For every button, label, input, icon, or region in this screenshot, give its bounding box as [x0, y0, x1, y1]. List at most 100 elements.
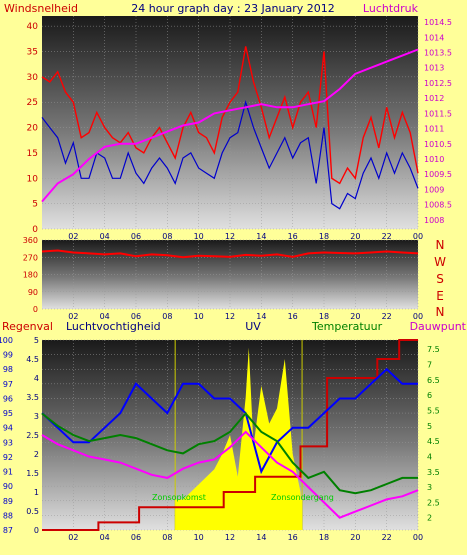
rainfall-line — [42, 339, 418, 531]
x-tick-label: 08 — [162, 232, 172, 241]
wind-direction-line — [41, 249, 419, 259]
sunset-label: Zonsondergang — [271, 493, 334, 502]
x-tick-label: 20 — [350, 312, 360, 321]
x-tick-label: 10 — [194, 312, 204, 321]
chart-title: 24 hour graph day : 23 January 2012 — [131, 2, 335, 15]
pressure-y-tick-label: 1014 — [424, 33, 444, 42]
x-tick-label: 18 — [319, 533, 329, 542]
pressure-y-tick-label: 1009 — [424, 185, 444, 194]
wind-y-tick-label: 20 — [27, 124, 39, 134]
humidity-y-tick-label: 88 — [3, 511, 13, 520]
rain-uv-y-tick-label: 1 — [34, 488, 39, 497]
pressure-y-tick-label: 1011.5 — [424, 109, 452, 118]
pressure-y-tick-label: 1012 — [424, 94, 444, 103]
x-tick-label: 06 — [131, 533, 141, 542]
sunrise-label: Zonsopkomst — [152, 493, 206, 502]
wind-y-tick-label: 0 — [32, 225, 38, 235]
pressure-y-tick-label: 1010 — [424, 155, 444, 164]
x-tick-label: 14 — [256, 312, 266, 321]
humidity-y-tick-label: 90 — [3, 482, 13, 491]
uv-daylight-block — [175, 499, 303, 530]
pressure-axis-title: Luchtdruk — [363, 2, 419, 15]
x-tick-label: 22 — [382, 533, 392, 542]
uv-index-area — [175, 347, 303, 530]
x-tick-label: 08 — [162, 312, 172, 321]
dewpoint-line — [41, 430, 419, 519]
direction-y-tick-label: 90 — [28, 288, 38, 297]
x-tick-label: 18 — [319, 232, 329, 241]
x-tick-label: 10 — [194, 533, 204, 542]
x-tick-label: 14 — [256, 232, 266, 241]
rain-uv-y-tick-label: 4.5 — [26, 355, 39, 364]
uv-axis-title: UV — [245, 320, 261, 333]
series-lines — [41, 46, 419, 531]
humidity-y-tick-label: 100 — [0, 336, 13, 345]
pressure-y-tick-label: 1010.5 — [424, 140, 452, 149]
direction-y-tick-label: 0 — [33, 305, 38, 314]
direction-letter-n-top: N — [436, 238, 445, 252]
humidity-y-tick-label: 91 — [3, 468, 13, 477]
pressure-y-tick-label: 1012.5 — [424, 79, 452, 88]
x-tick-label: 20 — [350, 533, 360, 542]
humidity-y-tick-label: 96 — [3, 394, 13, 403]
pressure-y-tick-label: 1011 — [424, 125, 444, 134]
rain-axis-title: Regenval — [2, 320, 53, 333]
x-tick-label: 08 — [162, 533, 172, 542]
pressure-y-tick-label: 1014.5 — [424, 18, 452, 27]
rain-uv-y-tick-label: 5 — [34, 336, 39, 345]
humidity-y-tick-label: 97 — [3, 380, 13, 389]
humidity-y-tick-label: 93 — [3, 438, 13, 447]
x-tick-label: 04 — [100, 312, 110, 321]
humidity-y-tick-label: 92 — [3, 453, 13, 462]
x-tick-label: 22 — [382, 312, 392, 321]
direction-letter-w: W — [434, 255, 446, 269]
rain-uv-y-tick-label: 2.5 — [26, 431, 39, 440]
wind-y-tick-label: 25 — [27, 98, 38, 108]
x-tick-label: 18 — [319, 312, 329, 321]
x-tick-label: 22 — [382, 232, 392, 241]
x-tick-label: 12 — [225, 232, 235, 241]
wind-y-tick-label: 10 — [27, 174, 39, 184]
humidity-y-tick-label: 99 — [3, 351, 13, 360]
pressure-y-tick-label: 1009.5 — [424, 170, 452, 179]
pressure-y-tick-label: 1013.5 — [424, 49, 452, 58]
x-tick-label: 16 — [288, 232, 298, 241]
temperature-y-tick-label: 5 — [427, 422, 432, 431]
temperature-y-tick-label: 5.5 — [427, 406, 440, 415]
wind-axis-title: Windsnelheid — [4, 2, 78, 15]
pressure-line — [41, 48, 419, 203]
temperature-y-tick-label: 2.5 — [427, 498, 440, 507]
temperature-y-tick-label: 4.5 — [427, 437, 440, 446]
wind-y-tick-label: 35 — [27, 48, 38, 58]
humidity-y-tick-label: 89 — [3, 497, 13, 506]
x-tick-label: 02 — [68, 232, 78, 241]
wind-speed-line — [41, 46, 419, 185]
x-tick-label: 02 — [68, 312, 78, 321]
humidity-y-tick-label: 95 — [3, 409, 13, 418]
humidity-y-tick-label: 98 — [3, 365, 13, 374]
wind-y-tick-label: 30 — [27, 73, 39, 83]
grid-lines — [42, 16, 419, 531]
x-tick-label: 00 — [413, 533, 423, 542]
temperature-line — [41, 411, 418, 495]
x-tick-label: 04 — [100, 232, 110, 241]
x-tick-label: 12 — [225, 312, 235, 321]
direction-y-tick-label: 180 — [23, 271, 38, 280]
x-tick-label: 00 — [413, 232, 423, 241]
x-tick-label: 06 — [131, 312, 141, 321]
x-tick-label: 00 — [413, 312, 423, 321]
direction-letter-s: S — [436, 272, 444, 286]
humidity-axis-title: Luchtvochtigheid — [66, 320, 161, 333]
direction-letter-n-bottom: N — [436, 305, 445, 319]
temperature-y-tick-label: 3 — [427, 483, 432, 492]
humidity-y-tick-label: 94 — [3, 424, 13, 433]
uv-bars — [175, 347, 303, 530]
wind-panel — [42, 16, 418, 229]
x-tick-label: 14 — [256, 533, 266, 542]
pressure-y-tick-label: 1008.5 — [424, 201, 452, 210]
temperature-y-tick-label: 6 — [427, 391, 432, 400]
direction-y-tick-label: 270 — [23, 253, 38, 262]
x-tick-label: 12 — [225, 533, 235, 542]
